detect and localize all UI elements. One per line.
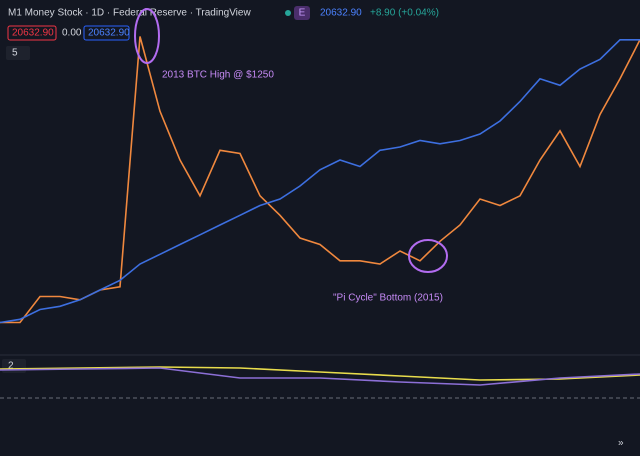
highlight-circle [134, 8, 160, 64]
series-line [0, 39, 640, 324]
price: 20632.90 [320, 8, 362, 19]
highlight-circle [408, 239, 448, 273]
series-line [0, 36, 640, 324]
series-line [0, 367, 640, 386]
pane-toggle[interactable] [2, 359, 26, 373]
value-box [83, 25, 130, 41]
header-title: M1 Money Stock · 1D · Federal Reserve · … [8, 8, 251, 19]
annotation: 2013 BTC High @ $1250 [162, 70, 274, 81]
value-box [7, 25, 57, 41]
value: 0.00 [62, 28, 82, 39]
pane-count: 5 [12, 48, 18, 59]
pane-count: 2 [8, 361, 14, 372]
badge: E [299, 8, 306, 19]
annotation: "Pi Cycle" Bottom (2015) [333, 293, 443, 304]
pane-toggle[interactable] [6, 46, 30, 60]
scroll-button[interactable]: » [618, 438, 624, 449]
change: +8.90 (+0.04%) [370, 8, 439, 19]
value: 20632.90 [12, 28, 54, 39]
badge-bg [294, 6, 310, 20]
value: 20632.90 [88, 28, 130, 39]
series-line [0, 366, 640, 381]
status-dot [285, 10, 291, 16]
